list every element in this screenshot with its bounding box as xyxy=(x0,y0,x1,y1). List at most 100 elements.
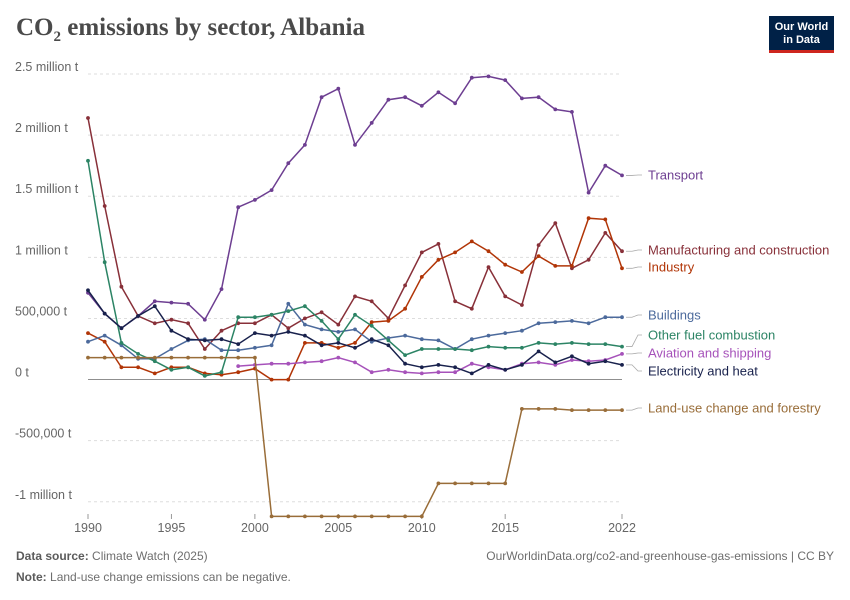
data-point xyxy=(386,338,391,343)
data-point xyxy=(486,249,491,254)
data-point xyxy=(336,337,341,342)
data-point xyxy=(419,347,424,351)
data-point xyxy=(586,190,591,195)
data-point xyxy=(603,342,608,346)
data-point xyxy=(486,333,491,338)
data-point xyxy=(253,345,257,350)
data-point xyxy=(603,231,608,235)
data-point xyxy=(553,360,558,365)
data-point xyxy=(319,95,324,100)
data-point xyxy=(269,312,274,317)
data-point xyxy=(570,264,574,268)
data-point xyxy=(586,216,591,221)
data-point xyxy=(436,481,441,486)
series-line xyxy=(87,75,623,330)
series-line xyxy=(87,217,623,381)
data-point xyxy=(336,345,341,350)
data-point xyxy=(553,107,558,112)
data-point xyxy=(269,343,274,348)
data-point xyxy=(436,242,441,246)
data-point xyxy=(336,514,341,519)
data-point xyxy=(219,370,224,375)
data-point xyxy=(419,337,424,342)
data-point xyxy=(319,343,324,348)
data-point xyxy=(419,250,424,255)
data-point xyxy=(186,337,191,342)
data-point xyxy=(486,74,491,79)
data-point xyxy=(219,348,224,353)
data-point xyxy=(403,361,407,366)
data-point xyxy=(269,361,274,366)
data-point xyxy=(369,121,374,125)
data-point xyxy=(353,345,357,350)
y-tick-label: 1.5 million t xyxy=(15,182,79,196)
data-point xyxy=(286,377,291,382)
data-point xyxy=(286,301,291,306)
data-point xyxy=(536,407,541,411)
data-point xyxy=(219,355,224,360)
data-point xyxy=(520,303,524,307)
chart-note: Note: Land-use change emissions can be n… xyxy=(16,570,291,584)
data-source-value[interactable]: Climate Watch (2025) xyxy=(92,549,208,563)
data-point xyxy=(503,331,508,335)
data-point xyxy=(253,331,257,335)
legend-connector xyxy=(626,364,642,372)
data-point xyxy=(119,284,124,289)
data-point xyxy=(436,347,441,351)
data-point xyxy=(269,333,274,338)
data-point xyxy=(169,300,174,305)
data-point xyxy=(102,333,107,338)
data-point xyxy=(169,367,174,372)
data-point xyxy=(353,327,357,332)
data-point xyxy=(236,364,241,368)
data-point xyxy=(603,359,608,364)
data-point xyxy=(202,355,207,360)
data-point xyxy=(253,315,257,320)
data-point xyxy=(219,287,224,291)
data-point xyxy=(136,352,141,356)
data-point xyxy=(570,408,574,412)
url-license[interactable]: OurWorldinData.org/co2-and-greenhouse-ga… xyxy=(486,549,834,563)
data-point xyxy=(86,331,90,335)
data-point xyxy=(319,359,324,364)
legend-connector xyxy=(626,334,642,347)
data-point xyxy=(236,355,241,360)
note-value: Land-use change emissions can be negativ… xyxy=(50,570,291,584)
data-point xyxy=(553,407,558,411)
data-point xyxy=(152,371,157,376)
y-tick-label: -1 million t xyxy=(15,488,72,502)
data-point xyxy=(102,339,107,344)
legend-label: Manufacturing and construction xyxy=(648,243,829,258)
data-point xyxy=(186,301,191,306)
data-point xyxy=(202,374,207,378)
data-point xyxy=(169,328,174,333)
data-point xyxy=(620,249,624,254)
data-point xyxy=(86,355,90,360)
data-point xyxy=(152,355,157,360)
x-tick-label: 2000 xyxy=(241,521,269,535)
data-point xyxy=(286,326,291,331)
data-point xyxy=(469,481,474,486)
data-point xyxy=(102,260,107,265)
data-point xyxy=(169,355,174,360)
x-tick-label: 2005 xyxy=(324,521,352,535)
line-chart: 2.5 million t 2 million t 1.5 million t 1 m… xyxy=(15,60,829,535)
data-point xyxy=(536,243,541,248)
series-line xyxy=(88,356,622,518)
data-point xyxy=(469,337,474,342)
owid-logo[interactable]: Our World in Data xyxy=(769,16,834,53)
data-point xyxy=(586,321,591,326)
data-point xyxy=(86,339,90,344)
data-point xyxy=(586,257,591,262)
data-point xyxy=(520,270,524,274)
data-point xyxy=(303,143,307,147)
data-point xyxy=(369,370,374,375)
data-point xyxy=(503,78,508,82)
data-point xyxy=(119,365,124,370)
data-point xyxy=(436,363,441,367)
data-point xyxy=(253,321,257,326)
data-point xyxy=(353,360,357,365)
data-point xyxy=(286,361,291,366)
legend-label: Industry xyxy=(648,260,695,275)
data-point xyxy=(603,163,608,168)
